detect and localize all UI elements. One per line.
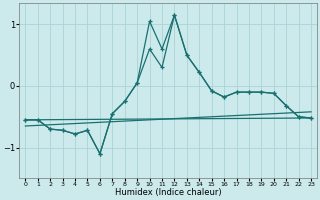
X-axis label: Humidex (Indice chaleur): Humidex (Indice chaleur) — [115, 188, 221, 197]
